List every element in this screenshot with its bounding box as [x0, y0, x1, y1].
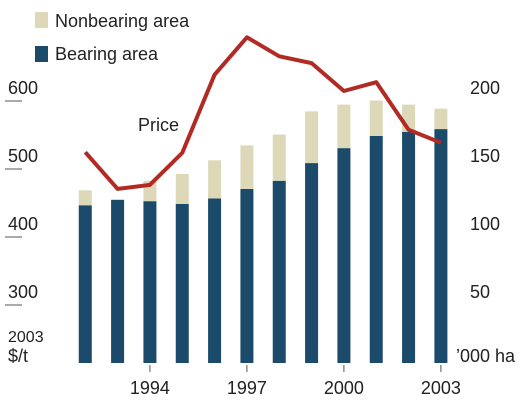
bar: [305, 163, 319, 363]
legend-label: Nonbearing area: [55, 11, 190, 31]
y-tick-label: 300: [8, 282, 38, 302]
y-tick-label: 400: [8, 214, 38, 234]
price-line: [83, 35, 442, 191]
y-tick-label: 500: [8, 146, 38, 166]
bar: [175, 203, 189, 363]
bar: [78, 205, 92, 363]
bar: [272, 134, 286, 181]
bar: [208, 160, 222, 199]
x-tick-label: 2003: [421, 378, 461, 398]
bar: [111, 199, 125, 363]
y2-tick-label: 100: [470, 214, 500, 234]
bar: [175, 173, 189, 204]
legend-swatch: [35, 46, 48, 62]
y2-axis-title: ’000 ha: [456, 346, 516, 366]
legend-label: Bearing area: [55, 44, 159, 64]
x-tick-label: 2000: [324, 378, 364, 398]
annotation: Price: [138, 115, 179, 135]
y-axis-title: $/t: [8, 346, 28, 366]
bar: [143, 201, 157, 363]
x-tick-label: 1994: [130, 378, 170, 398]
bar: [337, 104, 351, 149]
bar: [240, 145, 254, 189]
bar: [369, 100, 383, 136]
bar: [402, 131, 416, 363]
bar: [434, 129, 448, 363]
y2-tick-label: 50: [470, 282, 490, 302]
bar: [240, 188, 254, 363]
y2-tick-label: 200: [470, 78, 500, 98]
bar: [305, 111, 319, 164]
bar: [369, 135, 383, 363]
bar: [272, 180, 286, 363]
bar: [78, 190, 92, 206]
y2-tick-label: 150: [470, 146, 500, 166]
bar: [337, 148, 351, 363]
legend-swatch: [35, 12, 48, 28]
y-axis-title: 2003: [8, 329, 44, 346]
bar: [208, 198, 222, 363]
y-tick-label: 600: [8, 78, 38, 98]
x-tick-label: 1997: [227, 378, 267, 398]
bar: [434, 108, 448, 130]
